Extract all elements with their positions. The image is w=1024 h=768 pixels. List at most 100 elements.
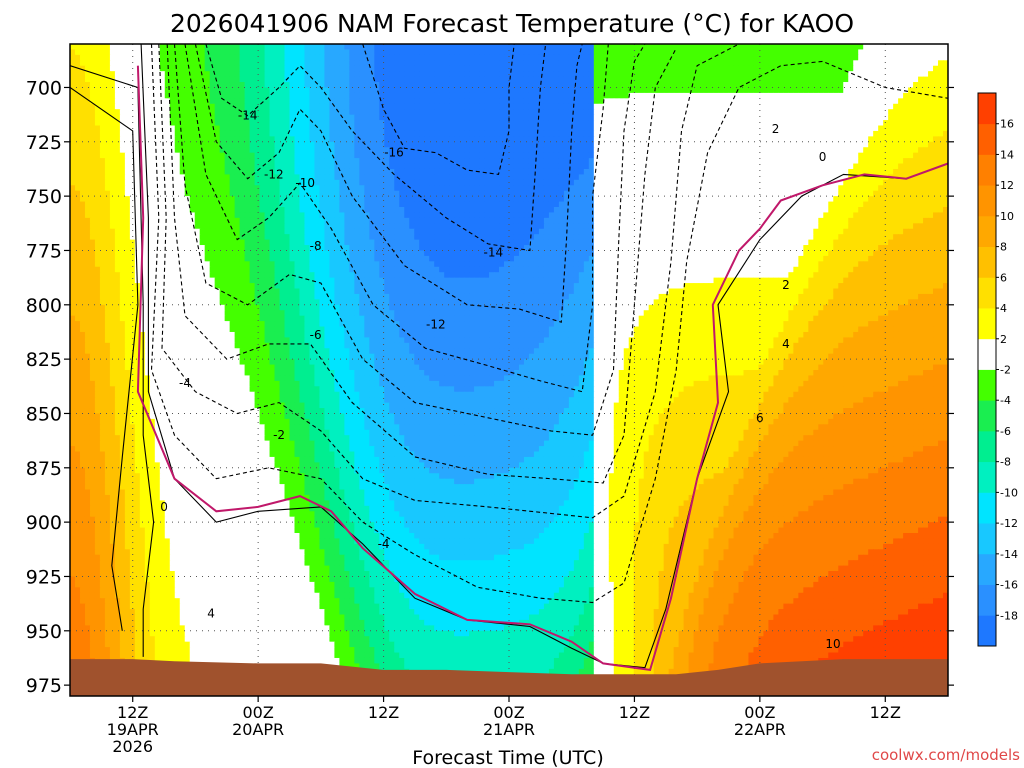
- field-cell: [489, 55, 495, 61]
- field-cell: [923, 66, 929, 72]
- field-cell: [793, 66, 799, 72]
- field-cell: [225, 93, 231, 99]
- field-cell: [90, 44, 96, 50]
- field-cell: [195, 82, 201, 88]
- field-cell: [843, 44, 849, 50]
- field-cell: [309, 87, 315, 93]
- field-cell: [494, 44, 500, 50]
- field-cell: [339, 44, 345, 50]
- field-cell: [529, 93, 535, 99]
- field-cell: [584, 104, 590, 110]
- field-cell: [838, 104, 844, 110]
- field-cell: [414, 55, 420, 61]
- field-cell: [459, 104, 465, 110]
- field-cell: [245, 66, 251, 72]
- field-cell: [145, 49, 151, 55]
- field-cell: [649, 93, 655, 99]
- field-cell: [519, 82, 525, 88]
- field-cell: [619, 55, 625, 61]
- field-cell: [654, 60, 660, 66]
- field-cell: [913, 77, 919, 83]
- field-cell: [170, 87, 176, 93]
- field-cell: [369, 55, 375, 61]
- field-cell: [354, 87, 360, 93]
- field-cell: [294, 104, 300, 110]
- field-cell: [828, 98, 834, 104]
- field-cell: [843, 98, 849, 104]
- field-cell: [349, 44, 355, 50]
- field-cell: [903, 77, 909, 83]
- field-cell: [758, 82, 764, 88]
- field-cell: [629, 60, 635, 66]
- field-cell: [334, 77, 340, 83]
- field-cell: [230, 71, 236, 77]
- field-cell: [434, 66, 440, 72]
- field-cell: [519, 66, 525, 72]
- field-cell: [763, 66, 769, 72]
- field-cell: [359, 93, 365, 99]
- field-cell: [439, 49, 445, 55]
- field-cell: [499, 60, 505, 66]
- field-cell: [484, 60, 490, 66]
- field-cell: [180, 55, 186, 61]
- field-cell: [938, 71, 944, 77]
- field-cell: [524, 87, 530, 93]
- field-cell: [753, 66, 759, 72]
- field-cell: [324, 49, 330, 55]
- field-cell: [100, 77, 106, 83]
- field-cell: [484, 77, 490, 83]
- field-cell: [609, 44, 615, 50]
- field-cell: [654, 55, 660, 61]
- field-cell: [145, 104, 151, 110]
- field-cell: [778, 77, 784, 83]
- field-cell: [729, 77, 735, 83]
- field-cell: [469, 71, 475, 77]
- field-cell: [768, 71, 774, 77]
- field-cell: [319, 55, 325, 61]
- field-cell: [773, 49, 779, 55]
- field-cell: [684, 55, 690, 61]
- field-cell: [364, 87, 370, 93]
- field-cell: [319, 98, 325, 104]
- field-cell: [369, 49, 375, 55]
- field-cell: [175, 93, 181, 99]
- field-cell: [394, 77, 400, 83]
- field-cell: [454, 44, 460, 50]
- field-cell: [938, 87, 944, 93]
- field-cell: [265, 82, 271, 88]
- field-cell: [738, 104, 744, 110]
- field-cell: [903, 87, 909, 93]
- field-cell: [349, 93, 355, 99]
- field-cell: [140, 93, 146, 99]
- field-cell: [549, 71, 555, 77]
- field-cell: [743, 77, 749, 83]
- field-cell: [449, 55, 455, 61]
- field-cell: [419, 44, 425, 50]
- field-cell: [714, 104, 720, 110]
- field-cell: [245, 55, 251, 61]
- field-cell: [798, 87, 804, 93]
- field-cell: [95, 55, 101, 61]
- field-cell: [783, 71, 789, 77]
- field-cell: [260, 93, 266, 99]
- field-cell: [743, 93, 749, 99]
- field-cell: [609, 66, 615, 72]
- field-cell: [419, 98, 425, 104]
- field-cell: [344, 60, 350, 66]
- field-cell: [823, 93, 829, 99]
- field-cell: [798, 93, 804, 99]
- field-cell: [888, 60, 894, 66]
- field-cell: [763, 93, 769, 99]
- field-cell: [808, 71, 814, 77]
- field-cell: [434, 87, 440, 93]
- field-cell: [399, 66, 405, 72]
- field-cell: [923, 60, 929, 66]
- field-cell: [354, 55, 360, 61]
- field-cell: [429, 55, 435, 61]
- field-cell: [529, 49, 535, 55]
- field-cell: [743, 87, 749, 93]
- field-cell: [689, 104, 695, 110]
- field-cell: [823, 55, 829, 61]
- field-cell: [724, 71, 730, 77]
- field-cell: [275, 49, 281, 55]
